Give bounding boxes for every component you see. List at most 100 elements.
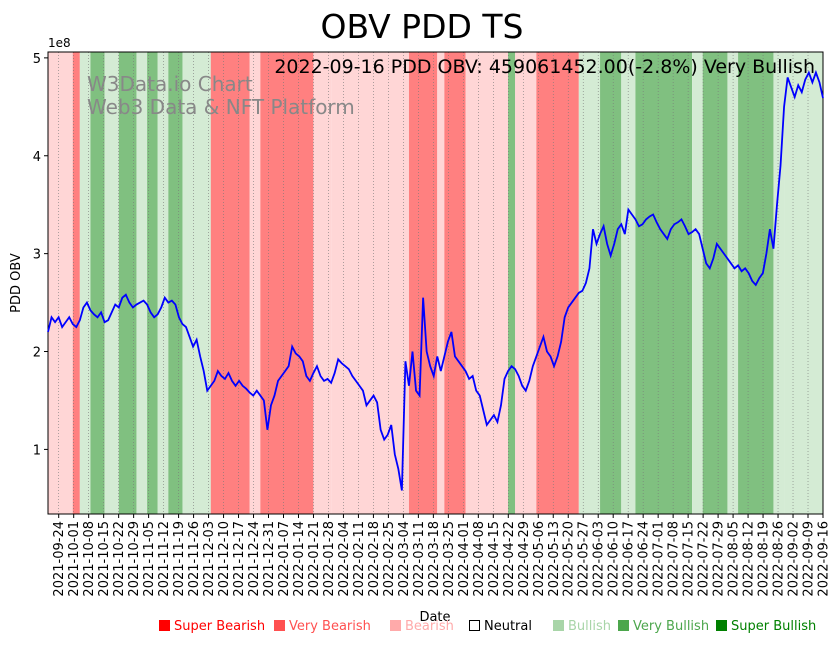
regime-band-very-bearish: [260, 52, 314, 514]
regime-band-very-bullish: [600, 52, 622, 514]
regime-band-very-bullish: [147, 52, 158, 514]
regime-band-bearish: [465, 52, 509, 514]
x-tick-label: 2022-08-05: [727, 521, 742, 597]
x-tick-label: 2022-04-08: [472, 521, 487, 597]
regime-band-very-bullish: [702, 52, 728, 514]
y-tick-label: 3: [33, 248, 41, 263]
x-tick-label: 2022-09-16: [817, 521, 832, 597]
x-tick-label: 2022-04-15: [487, 521, 502, 597]
legend: Super Bearish Very Bearish Bearish Neutr…: [0, 619, 840, 641]
legend-item-very-bullish: Very Bullish: [618, 619, 709, 634]
legend-item-bullish: Bullish: [553, 619, 611, 634]
regime-band-bullish: [104, 52, 119, 514]
regime-band-bullish: [784, 52, 823, 514]
regime-bands: [48, 52, 823, 514]
x-tick-label: 2021-10-29: [127, 521, 142, 597]
obv-series-line: [47, 69, 824, 491]
x-tick-label: 2021-12-17: [232, 521, 247, 597]
regime-band-bullish: [727, 52, 739, 514]
x-tick-label: 2021-12-03: [202, 521, 217, 597]
y-axis-label: PDD OBV: [9, 253, 24, 313]
info-annotation: 2022-09-16 PDD OBV: 459061452.00(-2.8%) …: [274, 56, 815, 78]
regime-band-very-bearish: [408, 52, 438, 514]
legend-item-bearish: Bearish: [390, 619, 454, 634]
x-tick-label: 2021-10-22: [112, 521, 127, 597]
regime-band-very-bullish: [508, 52, 516, 514]
x-tick-label: 2021-09-24: [52, 521, 67, 597]
legend-label: Very Bullish: [633, 619, 710, 634]
x-tick-label: 2021-12-31: [262, 521, 277, 597]
y-tick-label: 2: [33, 346, 41, 361]
x-tick-label: 2022-01-21: [307, 521, 322, 597]
x-tick-label: 2022-06-03: [592, 521, 607, 597]
x-tick-label: 2022-07-08: [667, 521, 682, 597]
regime-band-bullish: [182, 52, 211, 514]
x-tick-label: 2022-01-28: [322, 521, 337, 597]
x-tick-label: 2022-01-07: [277, 521, 292, 597]
x-tick-label: 2021-10-15: [97, 521, 112, 597]
x-tick-label: 2022-05-13: [547, 521, 562, 597]
x-axis-ticks: 2021-09-24 2021-10-01 2021-10-08 2021-10-15…: [52, 514, 832, 597]
watermark-line-1: W3Data.io Chart: [87, 72, 253, 96]
x-tick-label: 2022-05-06: [532, 521, 547, 597]
legend-swatch: [469, 620, 480, 631]
x-tick-label: 2022-07-22: [697, 521, 712, 597]
x-tick-label: 2022-02-25: [382, 521, 397, 597]
regime-band-very-bearish: [444, 52, 466, 514]
x-tick-label: 2022-04-01: [457, 521, 472, 597]
regime-band-very-bullish: [90, 52, 105, 514]
x-tick-label: 2021-11-19: [172, 521, 187, 597]
legend-item-super-bullish: Super Bullish: [716, 619, 816, 634]
legend-label: Super Bullish: [731, 619, 817, 634]
regime-band-bullish: [692, 52, 703, 514]
x-tick-label: 2022-07-01: [652, 521, 667, 597]
x-tick-label: 2021-11-26: [187, 521, 202, 597]
regime-band-very-bearish: [210, 52, 250, 514]
regime-band-bullish: [773, 52, 785, 514]
x-gridlines: [58, 52, 824, 514]
x-tick-label: 2022-09-02: [787, 521, 802, 597]
regime-band-bearish: [313, 52, 332, 514]
x-tick-label: 2022-04-22: [502, 521, 517, 597]
legend-label: Bearish: [405, 619, 454, 634]
x-tick-label: 2022-07-29: [712, 521, 727, 597]
x-tick-label: 2022-08-19: [757, 521, 772, 597]
y-tick-label: 1: [33, 443, 41, 458]
legend-swatch: [553, 620, 564, 631]
legend-item-neutral: Neutral: [469, 619, 532, 634]
legend-item-super-bearish: Super Bearish: [159, 619, 265, 634]
regime-band-bullish: [592, 52, 601, 514]
y-axis-ticks: 1 2 3 4 5: [33, 52, 48, 458]
x-tick-label: 2022-08-26: [772, 521, 787, 597]
regime-band-bearish: [249, 52, 261, 514]
regime-band-bearish: [515, 52, 537, 514]
legend-label: Bullish: [568, 619, 612, 634]
x-tick-label: 2022-07-15: [682, 521, 697, 597]
x-tick-label: 2021-12-24: [247, 521, 262, 597]
y-tick-label: 4: [33, 150, 41, 165]
legend-swatch: [716, 620, 727, 631]
x-tick-label: 2022-03-25: [442, 521, 457, 597]
legend-swatch: [159, 620, 170, 631]
x-tick-label: 2022-02-18: [367, 521, 382, 597]
legend-label: Neutral: [484, 619, 532, 634]
regime-band-bullish: [79, 52, 91, 514]
regime-band-very-bullish: [635, 52, 693, 514]
watermark-line-2: Web3 Data & NFT Platform: [87, 95, 355, 119]
legend-label: Very Bearish: [289, 619, 371, 634]
regime-band-bearish: [331, 52, 409, 514]
x-tick-label: 2022-06-24: [637, 521, 652, 597]
x-tick-label: 2022-06-10: [607, 521, 622, 597]
x-tick-label: 2022-03-04: [397, 521, 412, 597]
y-tick-label: 5: [33, 52, 41, 67]
x-tick-label: 2022-04-29: [517, 521, 532, 597]
legend-swatch: [274, 620, 285, 631]
regime-band-bearish: [437, 52, 445, 514]
x-tick-label: 2022-06-17: [622, 521, 637, 597]
regime-band-very-bearish: [536, 52, 579, 514]
chart-title: OBV PDD TS: [321, 7, 524, 46]
x-tick-label: 2021-10-08: [82, 521, 97, 597]
regime-band-bullish: [157, 52, 169, 514]
regime-band-bearish: [48, 52, 73, 514]
